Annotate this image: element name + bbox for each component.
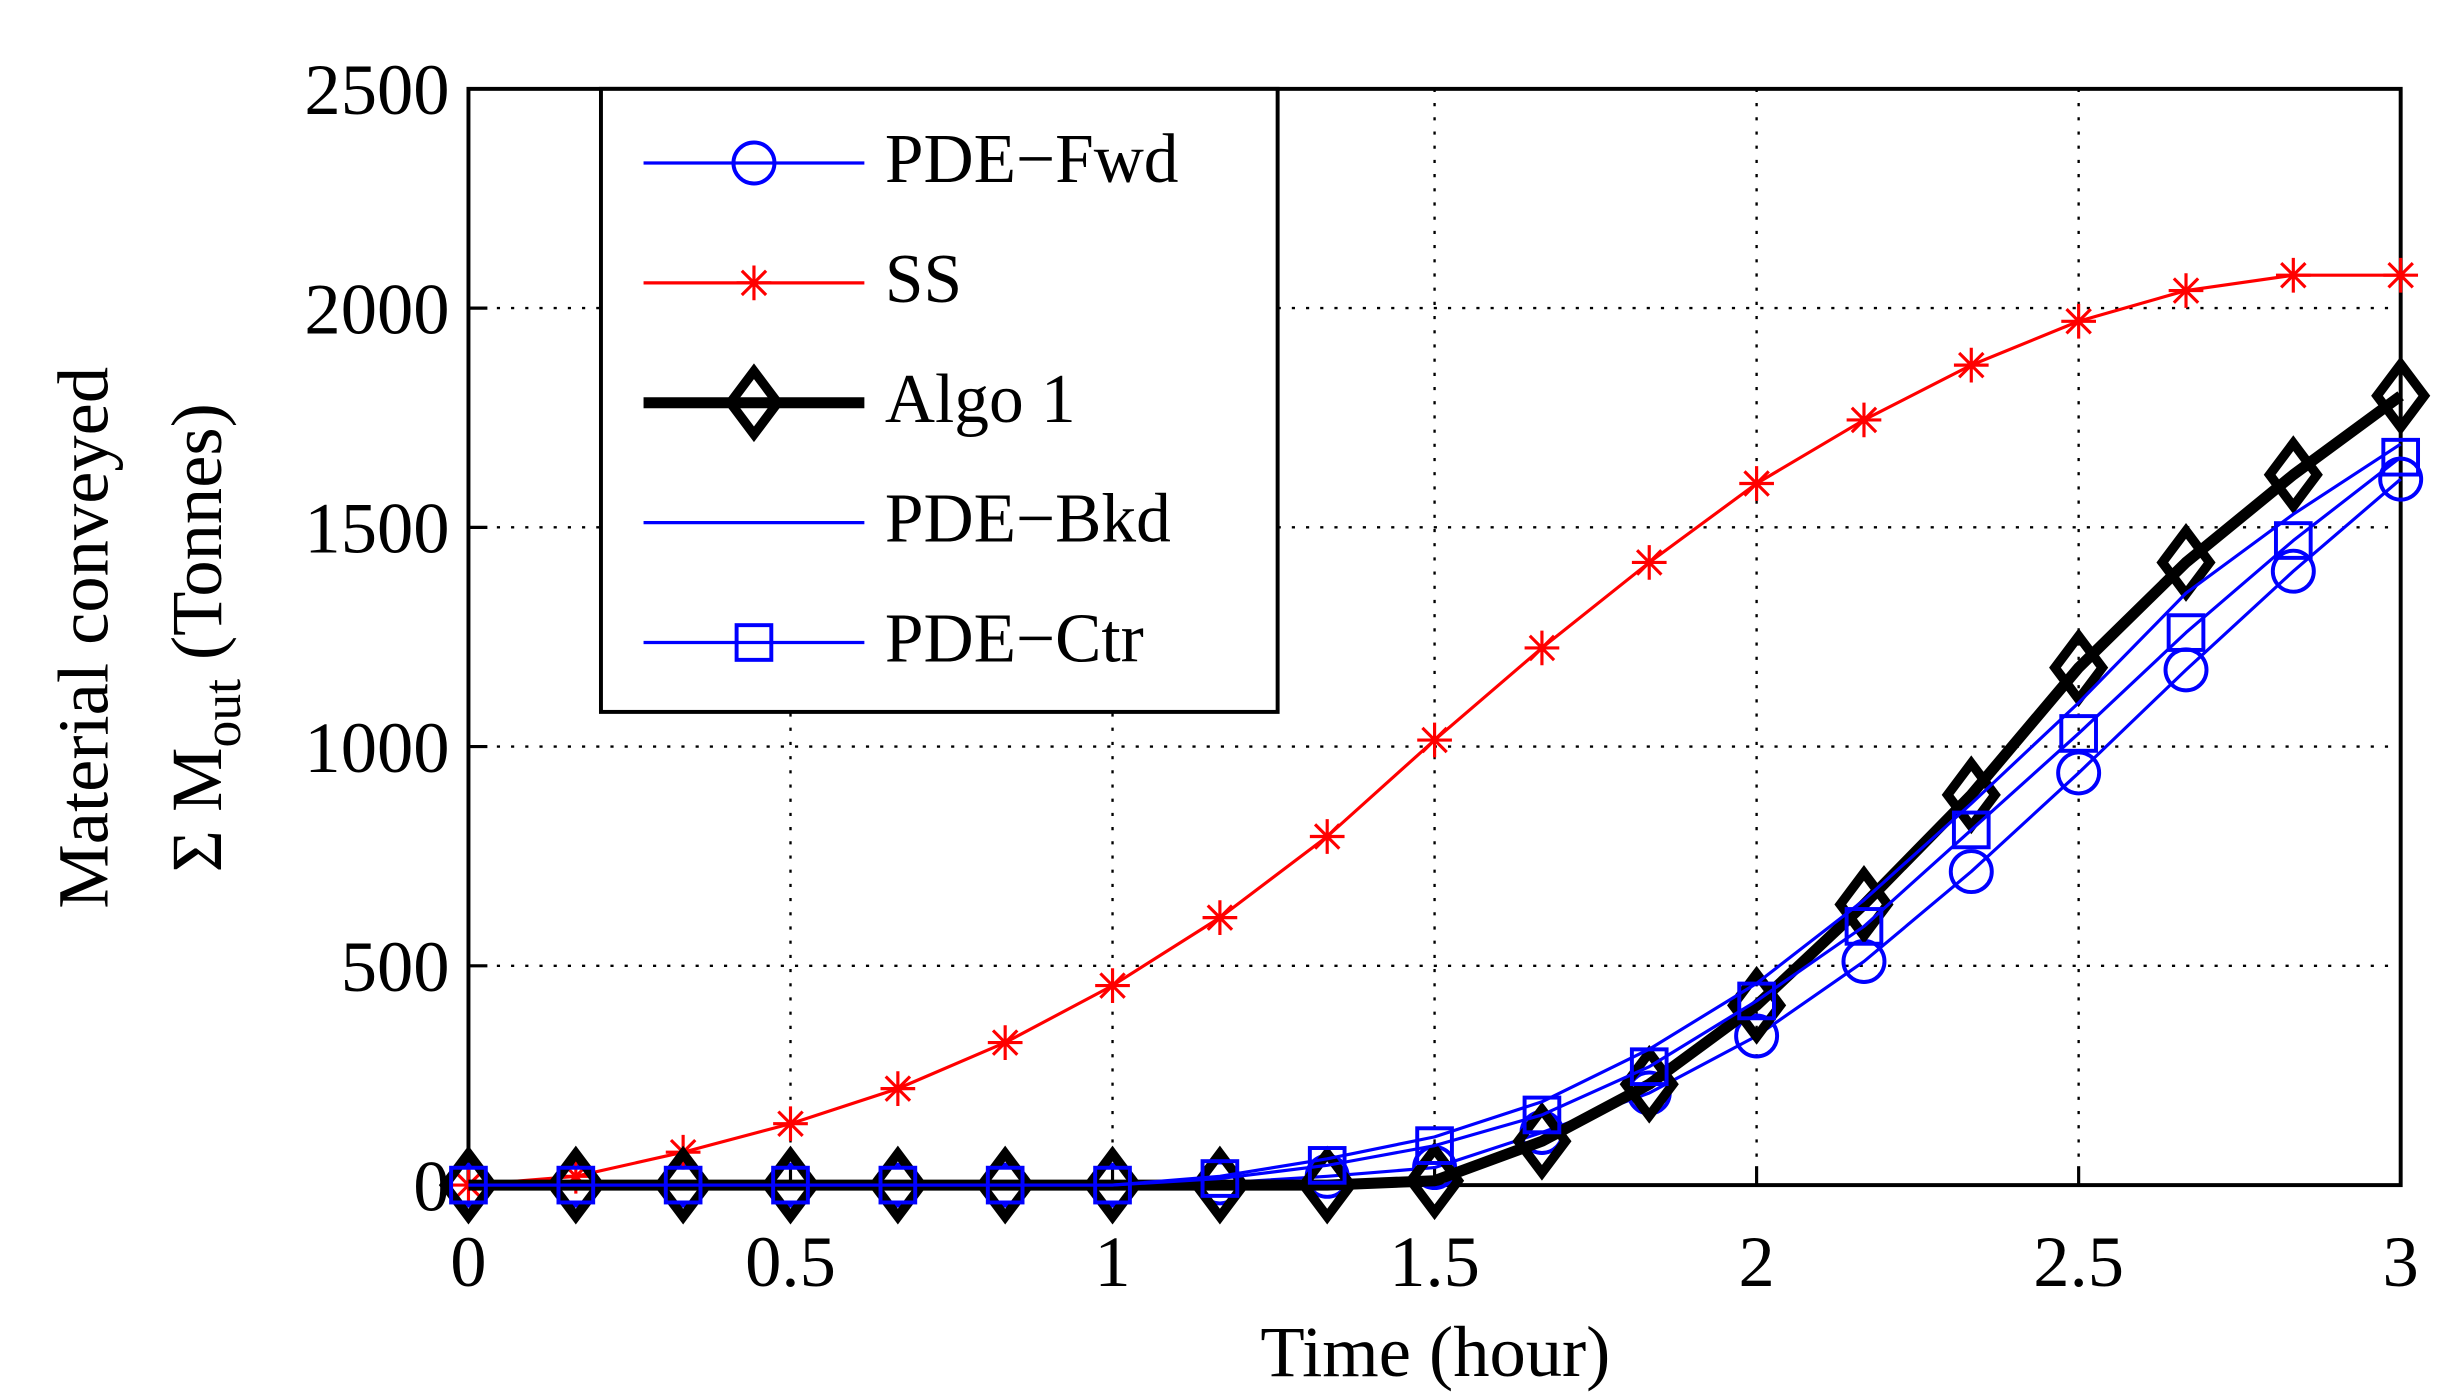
y-tick-label: 2000 <box>304 268 449 349</box>
marker <box>1202 900 1238 935</box>
marker <box>734 623 774 662</box>
x-axis-label: Time (hour) <box>1260 1311 1610 1392</box>
x-tick-label: 2.5 <box>2033 1221 2124 1302</box>
marker <box>556 1165 596 1205</box>
y-label-sub: out <box>192 679 252 748</box>
marker <box>2168 273 2204 308</box>
marker <box>1309 819 1345 854</box>
y-tick-label: 1500 <box>304 488 449 569</box>
x-tick-label: 3 <box>2383 1221 2419 1302</box>
marker <box>2061 303 2096 339</box>
marker <box>1524 630 1560 666</box>
marker <box>985 1165 1025 1205</box>
legend-label: PDE−Bkd <box>885 481 1171 558</box>
x-tick-label: 2 <box>1738 1221 1774 1302</box>
legend-label: PDE−Ctr <box>885 601 1144 678</box>
marker <box>1941 755 2001 835</box>
marker <box>987 1025 1023 1060</box>
y-axis-label-2: Σ Mout (Tonnes) <box>156 403 252 872</box>
marker <box>2263 435 2323 515</box>
marker <box>2270 548 2316 594</box>
marker <box>1951 810 1991 850</box>
marker <box>1404 1141 1465 1221</box>
marker <box>1953 347 1989 383</box>
legend-label: PDE−Fwd <box>885 121 1179 198</box>
y-tick-label: 2500 <box>304 49 449 130</box>
marker <box>2059 714 2098 753</box>
y-label-unit: (Tonnes) <box>156 403 237 660</box>
marker <box>736 265 772 301</box>
marker <box>1307 1146 1347 1185</box>
marker <box>2383 257 2419 293</box>
legend-label: SS <box>885 241 962 318</box>
marker <box>773 1106 808 1142</box>
marker <box>1739 466 1774 501</box>
marker <box>1415 1126 1454 1165</box>
series-line <box>468 455 2402 1187</box>
marker <box>771 1165 810 1205</box>
marker <box>449 1165 488 1205</box>
marker <box>878 1165 918 1205</box>
marker <box>1734 1013 1780 1059</box>
marker <box>1093 1165 1132 1205</box>
marker <box>1629 1047 1669 1087</box>
marker <box>1948 849 1994 895</box>
y-tick-label: 500 <box>341 926 450 1007</box>
legend-label: Algo 1 <box>885 361 1076 438</box>
marker <box>1417 722 1452 758</box>
marker <box>724 363 784 443</box>
x-tick-label: 1.5 <box>1389 1221 1480 1302</box>
x-tick-label: 1 <box>1094 1221 1130 1302</box>
marker <box>2166 613 2206 652</box>
marker <box>2273 521 2313 560</box>
marker <box>880 1071 916 1106</box>
y-label-main: Σ M <box>156 747 237 872</box>
marker <box>663 1165 703 1205</box>
marker <box>1844 907 1884 946</box>
marker <box>1834 865 1894 944</box>
x-tick-label: 0.5 <box>745 1221 836 1302</box>
marker <box>1737 981 1776 1021</box>
y-tick-label: 1000 <box>304 707 449 788</box>
marker <box>1522 1095 1562 1135</box>
marker <box>1200 1159 1240 1198</box>
marker <box>2049 628 2109 708</box>
marker <box>731 140 777 186</box>
marker <box>1095 968 1130 1003</box>
marker <box>2275 257 2311 293</box>
x-tick-label: 0 <box>450 1221 486 1302</box>
y-axis-label: Material conveyed <box>42 367 123 909</box>
marker <box>558 1158 594 1194</box>
marker <box>1846 402 1882 438</box>
marker <box>2371 356 2431 436</box>
marker <box>1631 545 1667 580</box>
marker <box>2381 437 2421 477</box>
series <box>449 437 2421 1205</box>
